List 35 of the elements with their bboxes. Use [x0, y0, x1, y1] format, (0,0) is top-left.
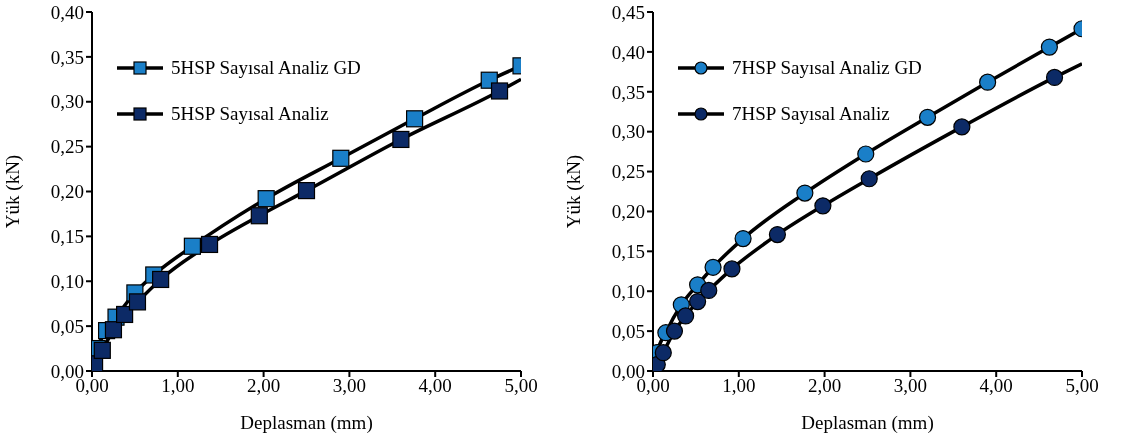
- legend-label: 7HSP Sayısal Analiz: [732, 103, 890, 125]
- y-tick-label: 0,30: [50, 91, 84, 113]
- y-tick-label: 0,40: [50, 1, 84, 23]
- y-tick-label: 0,20: [50, 181, 84, 203]
- y-tick-label: 0,15: [50, 226, 84, 248]
- y-axis-title: Yük (kN): [1, 154, 24, 229]
- x-tick-label: 5,00: [504, 375, 538, 397]
- legend-label: 5HSP Sayısal Analiz: [171, 103, 329, 125]
- x-tick-label: 3,00: [332, 375, 367, 397]
- y-tick-label: 0,05: [50, 315, 84, 337]
- x-tick-label: 5,00: [1065, 375, 1099, 397]
- x-tick-label: 4,00: [418, 375, 452, 397]
- y-tick-label: 0,05: [611, 320, 645, 342]
- y-axis-title: Yük (kN): [562, 154, 585, 229]
- y-tick-label: 0,10: [611, 280, 645, 302]
- x-axis-title: Deplasman (mm): [240, 412, 373, 434]
- x-tick-label: 1,00: [722, 375, 756, 397]
- y-tick-label: 0,40: [611, 41, 645, 63]
- y-tick-label: 0,30: [611, 121, 645, 143]
- legend-label: 7HSP Sayısal Analiz GD: [732, 57, 922, 79]
- x-axis-title: Deplasman (mm): [801, 412, 934, 434]
- x-tick-label: 1,00: [161, 375, 195, 397]
- legend-label: 5HSP Sayısal Analiz GD: [171, 57, 361, 79]
- y-tick-label: 0,35: [611, 81, 645, 103]
- x-tick-label: 2,00: [246, 375, 281, 397]
- y-tick-label: 0,35: [50, 46, 84, 68]
- x-tick-label: 2,00: [807, 375, 842, 397]
- y-tick-label: 0,15: [611, 241, 645, 263]
- y-tick-label: 0,10: [50, 270, 84, 292]
- y-tick-label: 0,25: [611, 161, 645, 183]
- y-tick-label: 0,20: [611, 201, 645, 223]
- y-tick-label: 0,25: [50, 136, 84, 158]
- y-tick-label: 0,45: [611, 1, 645, 23]
- x-tick-label: 3,00: [893, 375, 928, 397]
- x-tick-label: 4,00: [979, 375, 1013, 397]
